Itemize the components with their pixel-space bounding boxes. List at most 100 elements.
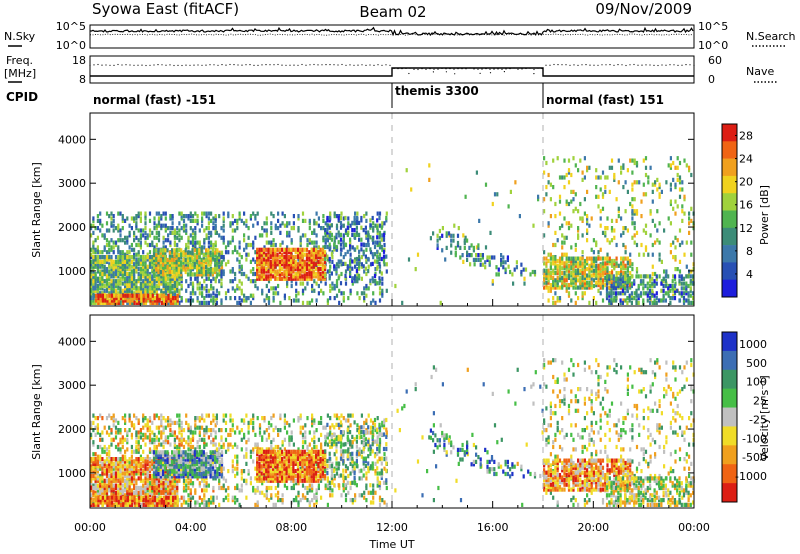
power-cell xyxy=(563,280,566,285)
velocity-cell xyxy=(90,473,93,479)
power-cell xyxy=(218,255,221,260)
power-cell xyxy=(128,262,131,267)
power-cell xyxy=(674,245,677,250)
power-cell xyxy=(669,288,672,293)
power-cell xyxy=(157,250,160,255)
power-cell xyxy=(265,262,268,267)
velocity-cell xyxy=(189,444,192,450)
power-cell xyxy=(119,211,122,216)
power-cell xyxy=(333,286,336,291)
power-cell xyxy=(543,273,546,278)
power-cell xyxy=(378,276,381,281)
power-cell xyxy=(579,285,582,290)
power-cell xyxy=(563,261,566,266)
power-cell xyxy=(126,276,129,281)
power-cell xyxy=(286,281,289,286)
power-cell xyxy=(631,235,634,240)
power-cell xyxy=(252,223,255,228)
power-cell xyxy=(189,281,192,286)
power-cell xyxy=(156,298,159,303)
power-cell xyxy=(331,286,334,291)
power-cell xyxy=(577,296,580,301)
power-cell xyxy=(101,233,104,238)
power-cell xyxy=(290,262,293,267)
power-cell xyxy=(626,278,629,283)
power-cell xyxy=(376,228,379,233)
nave-point xyxy=(445,68,447,70)
power-cell xyxy=(574,268,577,273)
power-cell xyxy=(211,255,214,260)
power-cell xyxy=(315,281,318,286)
velocity-cell xyxy=(99,413,102,418)
power-cell xyxy=(463,245,466,250)
power-cell xyxy=(310,269,313,274)
power-cell xyxy=(99,286,102,291)
velocity-cell xyxy=(148,416,152,421)
nave-point xyxy=(149,64,151,66)
power-cell xyxy=(216,262,219,267)
power-cell xyxy=(317,223,320,228)
power-cell xyxy=(176,286,179,291)
power-cell xyxy=(171,221,174,226)
power-cell xyxy=(112,218,115,223)
power-cell xyxy=(128,279,131,284)
power-cell xyxy=(151,279,154,284)
power-cell xyxy=(365,247,368,252)
power-cell xyxy=(297,216,300,221)
power-cell xyxy=(137,259,140,264)
power-cell xyxy=(579,268,582,273)
power-cell xyxy=(376,259,379,264)
power-cell xyxy=(196,240,199,245)
power-cell xyxy=(565,285,568,290)
power-cell xyxy=(642,158,645,163)
power-cell xyxy=(124,235,127,240)
power-cell xyxy=(92,296,95,301)
power-cell xyxy=(94,296,97,301)
velocity-cell xyxy=(198,437,201,442)
power-cell xyxy=(554,300,557,305)
power-cell xyxy=(169,291,172,296)
power-cell xyxy=(200,267,203,272)
power-cell xyxy=(410,187,413,192)
power-cell xyxy=(466,238,469,243)
velocity-cell xyxy=(90,435,93,440)
power-cell xyxy=(128,250,131,255)
power-cell xyxy=(201,216,204,221)
power-cell xyxy=(658,182,661,187)
nave-point xyxy=(389,64,391,66)
velocity-cell xyxy=(194,418,197,423)
power-cell xyxy=(139,300,142,305)
power-cell xyxy=(169,230,172,235)
power-cell xyxy=(315,264,318,269)
power-cell xyxy=(649,283,652,289)
velocity-cell xyxy=(114,435,118,440)
power-cell xyxy=(552,185,555,190)
velocity-cell xyxy=(142,464,145,469)
power-cell xyxy=(265,233,268,238)
power-cell xyxy=(664,283,667,289)
power-cell xyxy=(185,214,188,219)
power-cell xyxy=(554,266,557,271)
power-cell xyxy=(142,293,145,298)
velocity-cell xyxy=(119,428,122,433)
power-cell xyxy=(321,257,324,262)
power-cell xyxy=(651,291,654,296)
power-cell xyxy=(108,214,111,219)
velocity-cell xyxy=(137,449,140,454)
power-cell xyxy=(201,223,204,228)
power-cell xyxy=(624,266,627,271)
power-cell xyxy=(662,293,665,298)
power-cell xyxy=(561,261,564,266)
power-cell xyxy=(579,275,582,280)
power-cell xyxy=(601,273,605,278)
nave-point xyxy=(573,64,575,66)
power-cell xyxy=(202,267,205,272)
velocity-cell xyxy=(92,466,95,471)
power-cell xyxy=(274,259,277,264)
power-cell xyxy=(595,175,598,180)
power-cell xyxy=(260,276,263,281)
power-cell xyxy=(622,185,625,190)
power-cell xyxy=(570,258,573,264)
power-cell xyxy=(135,281,138,286)
power-cell xyxy=(620,261,623,266)
